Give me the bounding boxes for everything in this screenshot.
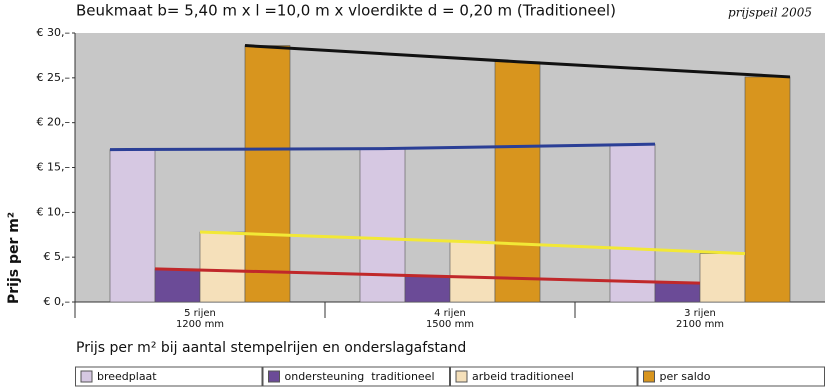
x-tick-label: 2100 mm [676,319,724,330]
legend-swatch [455,370,468,383]
trend-line [199,230,746,256]
legend-swatch [80,370,93,383]
y-axis-title: Prijs per m² [6,212,22,304]
legend-cell [262,366,450,387]
bar [244,45,291,303]
x-tick-label: 1200 mm [176,319,224,330]
trend-line [109,142,656,152]
legend-swatch [643,370,655,383]
y-tick-label: € 10,– [37,205,71,218]
y-tick-label: € 30,– [37,26,71,39]
legend-label: per saldo [660,370,711,383]
legend-label: arbeid traditioneel [472,370,574,383]
x-tick-label: 3 rijen [684,308,716,319]
y-tick-label: € 5,– [44,250,71,263]
bar [404,275,451,303]
trend-line [244,44,791,79]
legend-label: breedplaat [97,370,157,383]
bar [494,61,541,303]
bar [154,268,201,303]
legend-cell [75,366,263,387]
x-tick-label: 4 rijen [434,308,466,319]
bar [654,282,701,303]
y-tick-label: € 20,– [37,116,71,129]
chart-title: Beukmaat b= 5,40 m x l =10,0 m x vloerdi… [76,2,616,20]
y-tick-label: € 25,– [37,71,71,84]
chart-subtitle: prijspeil 2005 [728,6,812,20]
bar [449,241,496,303]
x-axis-title: Prijs per m² bij aantal stempelrijen en … [76,340,466,356]
bar [199,231,246,303]
y-tick-label: € 15,– [37,161,71,174]
bar [359,148,406,303]
legend-label: ondersteuning traditioneel [285,370,435,383]
bar [744,76,791,303]
y-tick-label: € 0,– [44,295,71,308]
bar [609,143,656,303]
x-tick-label: 5 rijen [184,308,216,319]
legend-cell [450,366,638,387]
bar [699,253,746,303]
bar [109,149,156,303]
legend-swatch [268,370,280,383]
trend-line [154,267,701,285]
x-tick-label: 1500 mm [426,319,474,330]
